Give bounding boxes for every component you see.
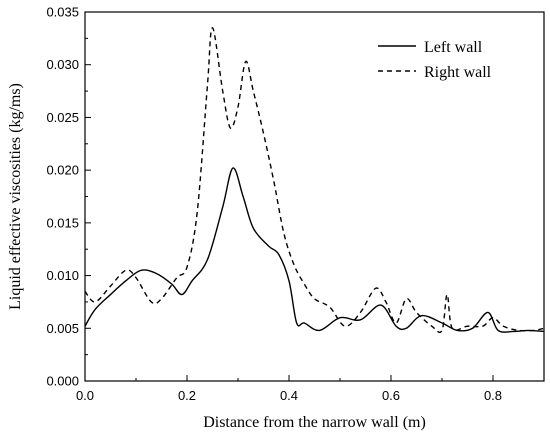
- y-tick-label: 0.030: [46, 57, 79, 72]
- y-tick-label: 0.035: [46, 5, 79, 20]
- y-axis-ticks: 0.000 0.005 0.010 0.015 0.020 0.025 0.030 0.035: [46, 5, 91, 389]
- y-tick-label: 0.000: [46, 374, 79, 389]
- x-tick-label: 0.4: [280, 388, 298, 403]
- x-tick-label: 0.8: [484, 388, 502, 403]
- x-tick-label: 0.0: [76, 388, 94, 403]
- y-tick-label: 0.020: [46, 163, 79, 178]
- legend-label-left-wall: Left wall: [424, 39, 483, 56]
- legend: Left wall Right wall: [378, 39, 492, 81]
- x-tick-label: 0.6: [382, 388, 400, 403]
- legend-label-right-wall: Right wall: [424, 64, 492, 81]
- series-layer: [84, 27, 545, 334]
- y-tick-label: 0.025: [46, 110, 79, 125]
- y-tick-label: 0.005: [46, 321, 79, 336]
- y-axis-title: Liquid effective viscosities (kg/ms): [7, 83, 24, 310]
- x-axis-title: Distance from the narrow wall (m): [203, 414, 426, 431]
- y-tick-label: 0.010: [46, 268, 79, 283]
- series-line-right-wall: [84, 27, 545, 334]
- x-tick-label: 0.2: [178, 388, 196, 403]
- y-tick-label: 0.015: [46, 215, 79, 230]
- x-axis-ticks: 0.0 0.2 0.4 0.6 0.8: [76, 375, 545, 403]
- series-line-left-wall: [84, 167, 545, 333]
